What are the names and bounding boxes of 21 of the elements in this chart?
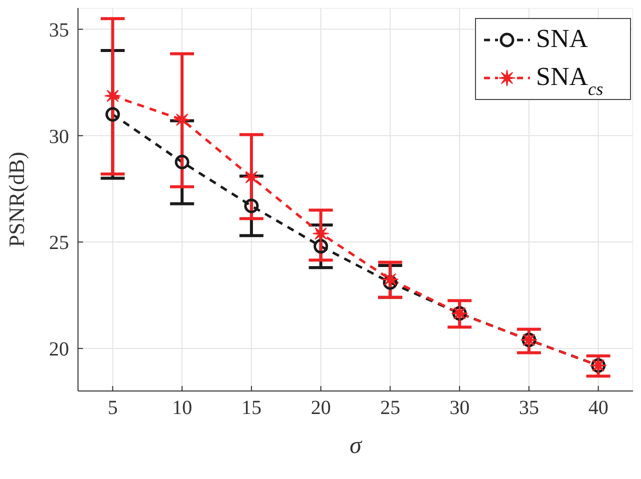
y-tick-label: 35 — [49, 19, 69, 42]
x-tick-label: 30 — [450, 397, 470, 420]
legend-label: SNA$_{cs}$ — [536, 62, 604, 99]
x-tick-label: 40 — [588, 397, 608, 420]
x-tick-label: 15 — [241, 397, 262, 420]
point — [382, 275, 398, 290]
x-tick-label: 25 — [380, 397, 400, 420]
x-tick-label: 10 — [172, 397, 192, 420]
point — [174, 154, 190, 170]
x-axis-title: σ — [350, 433, 363, 459]
x-tick-label: 35 — [518, 397, 539, 420]
legend-label: SNA — [536, 24, 588, 53]
x-tick-label: 5 — [108, 397, 118, 420]
point — [244, 198, 259, 214]
y-tick-label: 20 — [49, 338, 69, 361]
y-tick-label: 25 — [49, 232, 69, 254]
point — [314, 239, 328, 254]
y-axis-title: PSNR(dB) — [4, 152, 29, 248]
x-tick-label: 20 — [310, 397, 331, 420]
y-tick-label: 30 — [49, 126, 69, 148]
point — [105, 107, 120, 122]
